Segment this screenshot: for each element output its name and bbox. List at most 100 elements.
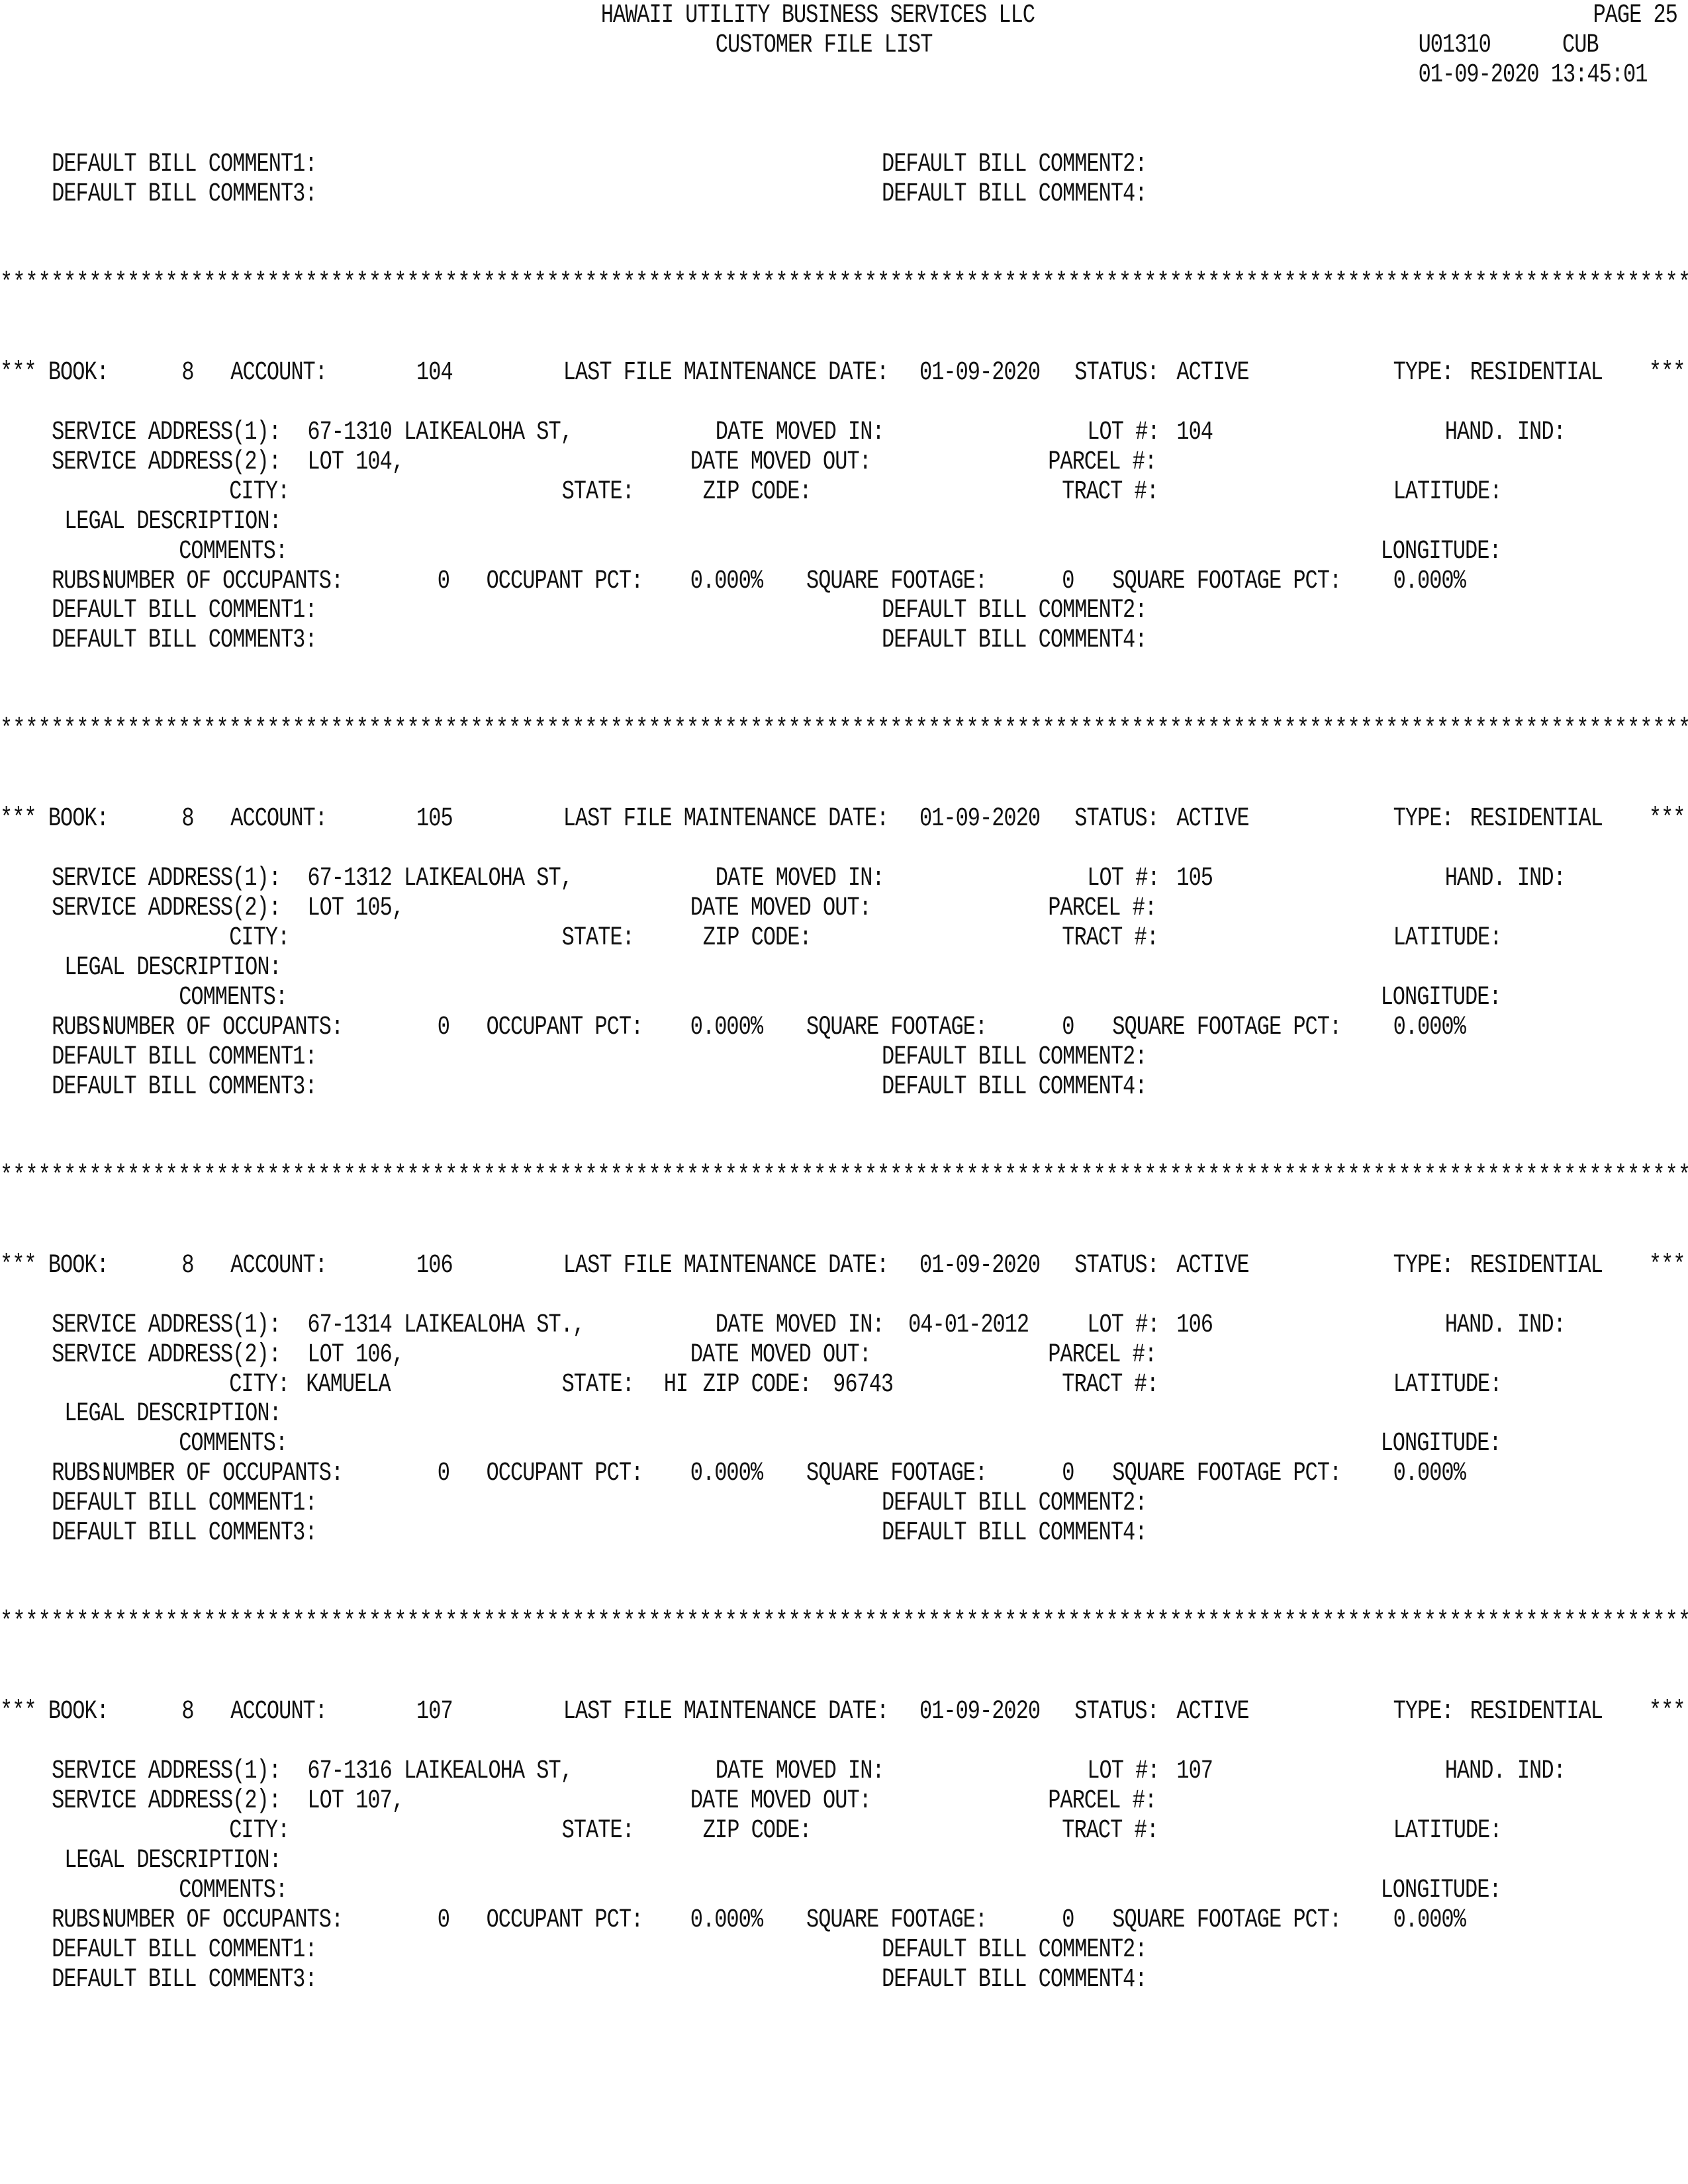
occupants-label: NUMBER OF OCCUPANTS: (102, 1457, 344, 1488)
square-footage-pct-value: 0.000% (1393, 1011, 1466, 1042)
occupants-label: NUMBER OF OCCUPANTS: (102, 1904, 344, 1935)
type-value: RESIDENTIAL (1470, 1249, 1603, 1281)
rubs-label: RUBS: (52, 1904, 113, 1935)
book-value: 8 (181, 357, 194, 388)
status-label: STATUS: (1074, 803, 1159, 834)
latitude-label: LATITUDE: (1393, 1368, 1503, 1399)
type-value: RESIDENTIAL (1470, 1696, 1603, 1727)
book-label: *** BOOK: (0, 803, 109, 834)
square-footage-pct-label: SQUARE FOOTAGE PCT: (1112, 1457, 1342, 1488)
state-value: HI (663, 1368, 688, 1399)
account-label: ACCOUNT: (230, 1696, 328, 1727)
account-number: 106 (416, 1249, 453, 1281)
state-label: STATE: (561, 1815, 635, 1846)
default-bill-comment4-label: DEFAULT BILL COMMENT4: (881, 1517, 1147, 1548)
status-value: ACTIVE (1176, 1249, 1249, 1281)
account-number: 107 (416, 1696, 453, 1727)
occupants-value: 0 (437, 565, 450, 596)
default-bill-comment2-label: DEFAULT BILL COMMENT2: (881, 1487, 1147, 1518)
square-footage-pct-label: SQUARE FOOTAGE PCT: (1112, 565, 1342, 596)
account-number: 104 (416, 357, 453, 388)
city-label: CITY: (229, 1368, 290, 1399)
comments-label: COMMENTS: (179, 1428, 288, 1459)
comments-label: COMMENTS: (179, 981, 288, 1013)
record-separator: ****************************************… (0, 716, 1688, 743)
type-label: TYPE: (1393, 1696, 1454, 1727)
default-bill-comment2-label: DEFAULT BILL COMMENT2: (881, 1934, 1147, 1965)
hand-ind-label: HAND. IND: (1444, 862, 1566, 893)
square-footage-label: SQUARE FOOTAGE: (806, 1904, 988, 1935)
default-bill-comment1-label: DEFAULT BILL COMMENT1: (52, 1487, 317, 1518)
date-moved-in-value: 04-01-2012 (908, 1308, 1029, 1340)
service-address1-value: 67-1310 LAIKEALOHA ST, (307, 416, 573, 447)
hand-ind-label: HAND. IND: (1444, 1755, 1566, 1786)
default-bill-comment3-label: DEFAULT BILL COMMENT3: (52, 1517, 317, 1548)
book-label: *** BOOK: (0, 357, 109, 388)
hand-ind-label: HAND. IND: (1444, 1308, 1566, 1340)
last-maintenance-date: 01-09-2020 (919, 357, 1041, 388)
tract-label: TRACT #: (1062, 1368, 1159, 1399)
square-footage-pct-value: 0.000% (1393, 565, 1466, 596)
lot-value: 105 (1176, 862, 1213, 893)
record-end-marker: *** (1648, 1696, 1686, 1727)
occupants-label: NUMBER OF OCCUPANTS: (102, 1011, 344, 1042)
parcel-label: PARCEL #: (1048, 1338, 1157, 1370)
tract-label: TRACT #: (1062, 475, 1159, 507)
account-number: 105 (416, 803, 453, 834)
service-address2-label: SERVICE ADDRESS(2): (52, 445, 281, 477)
default-bill-comment1-label: DEFAULT BILL COMMENT1: (52, 1934, 317, 1965)
latitude-label: LATITUDE: (1393, 922, 1503, 953)
last-maintenance-date: 01-09-2020 (919, 1249, 1041, 1281)
occupant-pct-label: OCCUPANT PCT: (486, 1457, 644, 1488)
type-value: RESIDENTIAL (1470, 357, 1603, 388)
state-label: STATE: (561, 1368, 635, 1399)
latitude-label: LATITUDE: (1393, 475, 1503, 507)
legal-description-label: LEGAL DESCRIPTION: (64, 952, 282, 983)
square-footage-pct-label: SQUARE FOOTAGE PCT: (1112, 1904, 1342, 1935)
city-label: CITY: (229, 1815, 290, 1846)
status-label: STATUS: (1074, 357, 1159, 388)
city-label: CITY: (229, 475, 290, 507)
page-number: PAGE 25 (1593, 0, 1677, 30)
date-moved-out-label: DATE MOVED OUT: (690, 445, 872, 477)
square-footage-label: SQUARE FOOTAGE: (806, 1011, 988, 1042)
date-moved-out-label: DATE MOVED OUT: (690, 892, 872, 923)
city-label: CITY: (229, 922, 290, 953)
legal-description-label: LEGAL DESCRIPTION: (64, 1398, 282, 1429)
lot-label: LOT #: (1087, 1755, 1160, 1786)
square-footage-value: 0 (1062, 1904, 1074, 1935)
status-label: STATUS: (1074, 1249, 1159, 1281)
parcel-label: PARCEL #: (1048, 445, 1157, 477)
default-bill-comment1-label: DEFAULT BILL COMMENT1: (52, 1041, 317, 1072)
lot-label: LOT #: (1087, 416, 1160, 447)
square-footage-value: 0 (1062, 1011, 1074, 1042)
comments-label: COMMENTS: (179, 535, 288, 567)
zip-label: ZIP CODE: (702, 1815, 812, 1846)
square-footage-label: SQUARE FOOTAGE: (806, 1457, 988, 1488)
status-label: STATUS: (1074, 1696, 1159, 1727)
status-value: ACTIVE (1176, 803, 1249, 834)
last-maintenance-label: LAST FILE MAINTENANCE DATE: (563, 1696, 889, 1727)
last-maintenance-label: LAST FILE MAINTENANCE DATE: (563, 803, 889, 834)
longitude-label: LONGITUDE: (1380, 981, 1502, 1013)
occupants-label: NUMBER OF OCCUPANTS: (102, 565, 344, 596)
occupants-value: 0 (437, 1011, 450, 1042)
default-bill-comment2-label: DEFAULT BILL COMMENT2: (881, 1041, 1147, 1072)
service-address1-label: SERVICE ADDRESS(1): (52, 1308, 281, 1340)
account-label: ACCOUNT: (230, 803, 328, 834)
account-label: ACCOUNT: (230, 1249, 328, 1281)
service-address1-label: SERVICE ADDRESS(1): (52, 862, 281, 893)
lot-value: 107 (1176, 1755, 1213, 1786)
occupant-pct-value: 0.000% (690, 1457, 763, 1488)
default-bill-comment2-label: DEFAULT BILL COMMENT2: (881, 148, 1147, 179)
company-name: HAWAII UTILITY BUSINESS SERVICES LLC (600, 0, 1035, 30)
zip-label: ZIP CODE: (702, 1368, 812, 1399)
default-bill-comment4-label: DEFAULT BILL COMMENT4: (881, 1964, 1147, 1995)
system-code: CUB (1562, 29, 1599, 60)
type-value: RESIDENTIAL (1470, 803, 1603, 834)
occupants-value: 0 (437, 1457, 450, 1488)
service-address1-value: 67-1312 LAIKEALOHA ST, (307, 862, 573, 893)
default-bill-comment4-label: DEFAULT BILL COMMENT4: (881, 178, 1147, 209)
comments-label: COMMENTS: (179, 1874, 288, 1905)
book-value: 8 (181, 1249, 194, 1281)
